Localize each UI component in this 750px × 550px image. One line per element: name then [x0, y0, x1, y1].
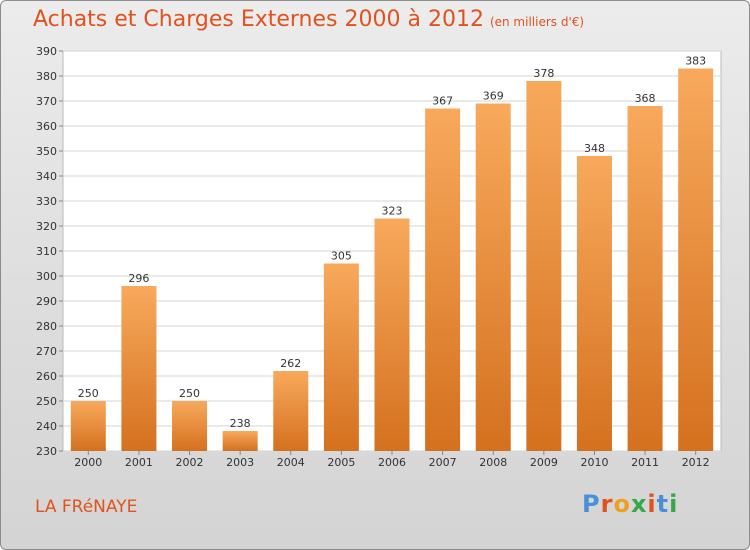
y-tick-label: 310: [36, 245, 57, 258]
x-axis: 2000 2001 2002 2003 2004 2005 2006 2007 2008 2009…: [74, 451, 710, 469]
bar-2008: [475, 103, 511, 451]
bars: 250 296 250 238 262 305 323 367 369 378 348 368 383: [70, 55, 714, 451]
bar-value-label: 262: [280, 357, 301, 370]
bar-value-label: 369: [483, 90, 504, 103]
bar-2011: [627, 106, 663, 451]
y-tick-label: 390: [36, 45, 57, 58]
y-tick-label: 240: [36, 420, 57, 433]
x-tick-label: 2007: [429, 456, 457, 469]
bar-value-label: 250: [179, 387, 200, 400]
x-tick-label: 2011: [631, 456, 659, 469]
x-tick-label: 2003: [226, 456, 254, 469]
x-tick-label: 2006: [378, 456, 406, 469]
proxiti-logo: Proxiti: [582, 490, 678, 518]
x-tick-label: 2000: [74, 456, 102, 469]
bar-value-label: 367: [432, 95, 453, 108]
bar-value-label: 250: [78, 387, 99, 400]
bar-2010: [576, 156, 612, 451]
y-tick-label: 350: [36, 145, 57, 158]
x-tick-label: 2012: [682, 456, 710, 469]
bar-value-label: 305: [331, 250, 352, 263]
y-tick-label: 360: [36, 120, 57, 133]
bar-2006: [374, 218, 410, 451]
bar-value-label: 296: [128, 272, 149, 285]
bar-value-label: 348: [584, 142, 605, 155]
chart-title: Achats et Charges Externes 2000 à 2012 (e…: [33, 7, 584, 32]
bar-value-label: 378: [533, 67, 554, 80]
bar-value-label: 323: [382, 205, 403, 218]
bar-2002: [172, 401, 208, 451]
x-tick-label: 2002: [176, 456, 204, 469]
x-tick-label: 2004: [277, 456, 305, 469]
y-tick-label: 370: [36, 95, 57, 108]
x-tick-label: 2010: [580, 456, 608, 469]
bar-value-label: 383: [685, 55, 706, 68]
y-tick-label: 250: [36, 395, 57, 408]
x-tick-label: 2008: [479, 456, 507, 469]
logo-letter: i: [647, 490, 657, 518]
logo-letter: x: [630, 490, 648, 518]
bar-2000: [70, 401, 106, 451]
place-name: LA FRéNAYE: [35, 497, 138, 517]
bar-2007: [425, 108, 461, 451]
x-tick-label: 2005: [327, 456, 355, 469]
bar-2009: [526, 81, 562, 451]
bar-value-label: 368: [635, 92, 656, 105]
y-tick-label: 280: [36, 320, 57, 333]
y-tick-label: 380: [36, 70, 57, 83]
logo-letter: t: [656, 490, 670, 518]
logo-letter: P: [582, 490, 601, 518]
y-tick-label: 320: [36, 220, 57, 233]
y-tick-label: 270: [36, 345, 57, 358]
bar-2001: [121, 286, 157, 451]
y-tick-label: 300: [36, 270, 57, 283]
logo-letter: i: [669, 490, 679, 518]
bar-value-label: 238: [230, 417, 251, 430]
chart-subtitle: (en milliers d'€): [489, 15, 585, 29]
bar-2012: [678, 68, 714, 451]
logo-letter: o: [613, 490, 631, 518]
chart-title-text: Achats et Charges Externes 2000 à 2012: [33, 7, 484, 32]
bar-2004: [273, 371, 309, 451]
x-tick-label: 2001: [125, 456, 153, 469]
y-tick-label: 230: [36, 445, 57, 458]
y-tick-label: 330: [36, 195, 57, 208]
y-tick-label: 260: [36, 370, 57, 383]
bar-2003: [222, 431, 258, 451]
y-axis: 230 240 250 260 270 280 290 300 310 320 330 340 350 3…: [36, 45, 63, 458]
y-tick-label: 290: [36, 295, 57, 308]
x-tick-label: 2009: [530, 456, 558, 469]
y-tick-label: 340: [36, 170, 57, 183]
bar-2005: [323, 263, 359, 451]
logo-letter: r: [600, 490, 614, 518]
